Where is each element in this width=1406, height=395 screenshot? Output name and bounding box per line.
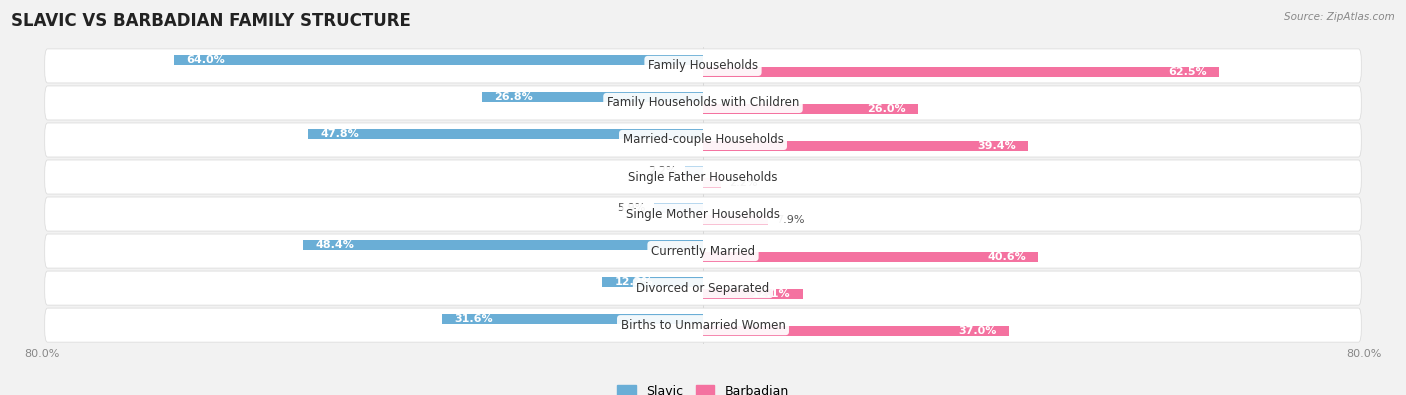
Text: Births to Unmarried Women: Births to Unmarried Women: [620, 319, 786, 332]
Text: Family Households with Children: Family Households with Children: [607, 96, 799, 109]
FancyBboxPatch shape: [45, 308, 1361, 342]
Text: 47.8%: 47.8%: [321, 129, 360, 139]
Bar: [703, 289, 803, 299]
Bar: [482, 92, 703, 102]
Text: 2.2%: 2.2%: [730, 178, 758, 188]
Bar: [703, 141, 1028, 151]
FancyBboxPatch shape: [45, 123, 1361, 157]
Bar: [703, 178, 721, 188]
Text: Single Father Households: Single Father Households: [628, 171, 778, 184]
Text: 5.9%: 5.9%: [617, 203, 645, 213]
FancyBboxPatch shape: [45, 271, 1361, 305]
Bar: [703, 67, 1219, 77]
Text: 31.6%: 31.6%: [454, 314, 494, 324]
FancyBboxPatch shape: [45, 160, 1361, 194]
Text: Family Households: Family Households: [648, 59, 758, 72]
Text: 62.5%: 62.5%: [1168, 67, 1206, 77]
Text: Divorced or Separated: Divorced or Separated: [637, 282, 769, 295]
Bar: [308, 129, 703, 139]
Text: 7.9%: 7.9%: [776, 215, 806, 225]
Text: Currently Married: Currently Married: [651, 245, 755, 258]
Bar: [685, 166, 703, 176]
Text: 26.0%: 26.0%: [866, 104, 905, 114]
FancyBboxPatch shape: [45, 197, 1361, 231]
Text: 39.4%: 39.4%: [977, 141, 1017, 151]
Text: 48.4%: 48.4%: [315, 240, 354, 250]
Text: 37.0%: 37.0%: [957, 326, 997, 336]
Text: 64.0%: 64.0%: [187, 55, 225, 65]
Text: Single Mother Households: Single Mother Households: [626, 207, 780, 220]
Bar: [654, 203, 703, 213]
FancyBboxPatch shape: [45, 86, 1361, 120]
Text: 2.2%: 2.2%: [648, 166, 676, 176]
Bar: [602, 277, 703, 288]
FancyBboxPatch shape: [45, 49, 1361, 83]
Text: 12.2%: 12.2%: [614, 277, 654, 287]
Text: 40.6%: 40.6%: [987, 252, 1026, 262]
Legend: Slavic, Barbadian: Slavic, Barbadian: [612, 380, 794, 395]
Text: Married-couple Households: Married-couple Households: [623, 134, 783, 147]
Bar: [304, 240, 703, 250]
Text: 12.1%: 12.1%: [752, 289, 790, 299]
Text: SLAVIC VS BARBADIAN FAMILY STRUCTURE: SLAVIC VS BARBADIAN FAMILY STRUCTURE: [11, 12, 411, 30]
Bar: [703, 215, 768, 225]
Bar: [703, 103, 918, 114]
Bar: [174, 55, 703, 65]
Text: Source: ZipAtlas.com: Source: ZipAtlas.com: [1284, 12, 1395, 22]
Bar: [703, 326, 1008, 336]
Bar: [441, 314, 703, 324]
Bar: [703, 252, 1039, 262]
FancyBboxPatch shape: [45, 234, 1361, 268]
Text: 26.8%: 26.8%: [494, 92, 533, 102]
